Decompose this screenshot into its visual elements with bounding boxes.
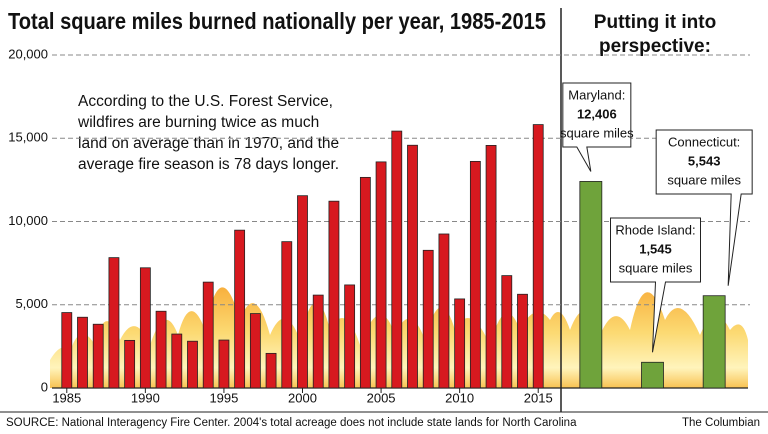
callout-unit: square miles <box>667 172 741 187</box>
callout <box>610 217 701 353</box>
bar <box>391 130 403 389</box>
bar <box>517 293 528 389</box>
bar <box>249 313 261 389</box>
bar <box>454 298 466 389</box>
bar <box>422 249 434 389</box>
annotation: average fire season is 78 days longer. <box>78 156 339 173</box>
bar <box>297 195 308 389</box>
callout-unit: square miles <box>560 125 634 140</box>
bar <box>485 145 497 389</box>
x-tick-label: 2005 <box>367 390 396 405</box>
chart-title: Total square miles burned nationally per… <box>8 8 546 34</box>
bar <box>124 339 136 389</box>
bar <box>438 233 450 389</box>
bar <box>312 294 324 389</box>
bar <box>328 200 340 389</box>
callout <box>655 129 753 286</box>
bar <box>218 339 230 389</box>
y-tick-label: 15,000 <box>8 130 48 145</box>
bar <box>281 241 293 389</box>
bar <box>155 310 167 389</box>
bar <box>532 124 544 389</box>
bar <box>702 295 726 389</box>
x-tick-label: 2010 <box>445 390 474 405</box>
x-tick-label: 1990 <box>131 390 160 405</box>
bar <box>375 161 387 389</box>
x-tick-label: 1985 <box>52 390 81 405</box>
bar <box>171 333 183 389</box>
x-tick-label: 1995 <box>209 390 238 405</box>
bar <box>344 284 356 389</box>
callout-value: 5,543 <box>688 153 721 168</box>
bar <box>108 257 120 389</box>
x-tick-label: 2015 <box>524 390 553 405</box>
bar <box>139 267 151 389</box>
callout-state: Rhode Island: <box>615 222 695 237</box>
source: SOURCE: National Interagency Fire Center… <box>6 417 577 429</box>
callout-state: Maryland: <box>568 87 625 102</box>
bar <box>501 275 513 389</box>
callout-state: Connecticut: <box>668 134 740 149</box>
annotation: According to the U.S. Forest Service, <box>78 93 333 110</box>
bar <box>407 144 418 389</box>
bar <box>77 316 88 389</box>
side-title: perspective: <box>599 36 711 57</box>
callout <box>562 82 632 172</box>
callout-value: 1,545 <box>639 241 672 256</box>
y-tick-label: 5,000 <box>15 296 48 311</box>
y-tick-label: 10,000 <box>8 213 48 228</box>
bar <box>61 312 73 389</box>
bar <box>202 281 214 389</box>
bar <box>641 361 664 389</box>
bar <box>469 160 481 389</box>
bar <box>265 352 277 389</box>
bar <box>579 181 603 389</box>
bar <box>234 229 246 389</box>
bar <box>359 176 371 389</box>
annotation: land on average than in 1970, and the <box>78 135 339 152</box>
bar <box>92 323 104 389</box>
x-tick-label: 2000 <box>288 390 317 405</box>
annotation: wildfires are burning twice as much <box>77 114 319 131</box>
bar <box>187 340 198 389</box>
y-tick-label: 20,000 <box>8 46 48 61</box>
callout-value: 12,406 <box>577 106 617 121</box>
callout-unit: square miles <box>619 260 693 275</box>
y-tick-label: 0 <box>41 379 48 394</box>
credit: The Columbian <box>682 417 760 429</box>
side-title: Putting it into <box>594 12 716 33</box>
